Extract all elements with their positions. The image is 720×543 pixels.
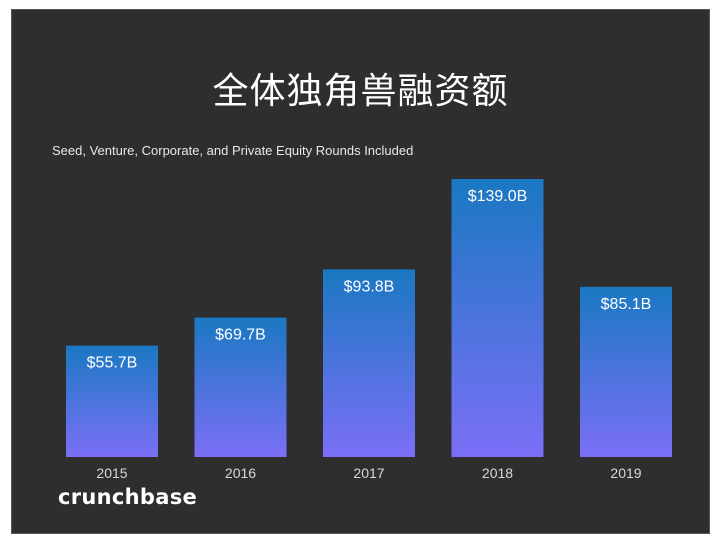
chart-card: 全体独角兽融资额 Seed, Venture, Corporate, and P…: [11, 9, 710, 534]
bar-2016: [194, 317, 287, 457]
x-tick-label-2016: 2016: [225, 465, 256, 481]
bar-2019: [580, 286, 672, 457]
value-label-2015: $55.7B: [87, 355, 138, 372]
chart-subtitle: Seed, Venture, Corporate, and Private Eq…: [52, 143, 414, 158]
value-label-2016: $69.7B: [215, 327, 266, 344]
value-label-2018: $139.0B: [468, 188, 528, 205]
bar-2018: [451, 179, 544, 457]
value-label-2019: $85.1B: [601, 296, 652, 313]
x-tick-label-2018: 2018: [482, 465, 513, 481]
chart-title: 全体独角兽融资额: [212, 71, 509, 112]
crunchbase-logo: crunchbase: [58, 485, 198, 509]
x-tick-label-2015: 2015: [96, 465, 127, 481]
value-label-2017: $93.8B: [344, 278, 395, 295]
x-tick-label-2017: 2017: [353, 465, 384, 481]
bar-2015: [66, 345, 158, 457]
x-tick-label-2019: 2019: [610, 465, 641, 481]
bar-2017: [323, 269, 415, 457]
bar-chart: $55.7B 2015 $69.7B 2016 $93.8B 2017 $139.0B 201…: [66, 179, 672, 481]
